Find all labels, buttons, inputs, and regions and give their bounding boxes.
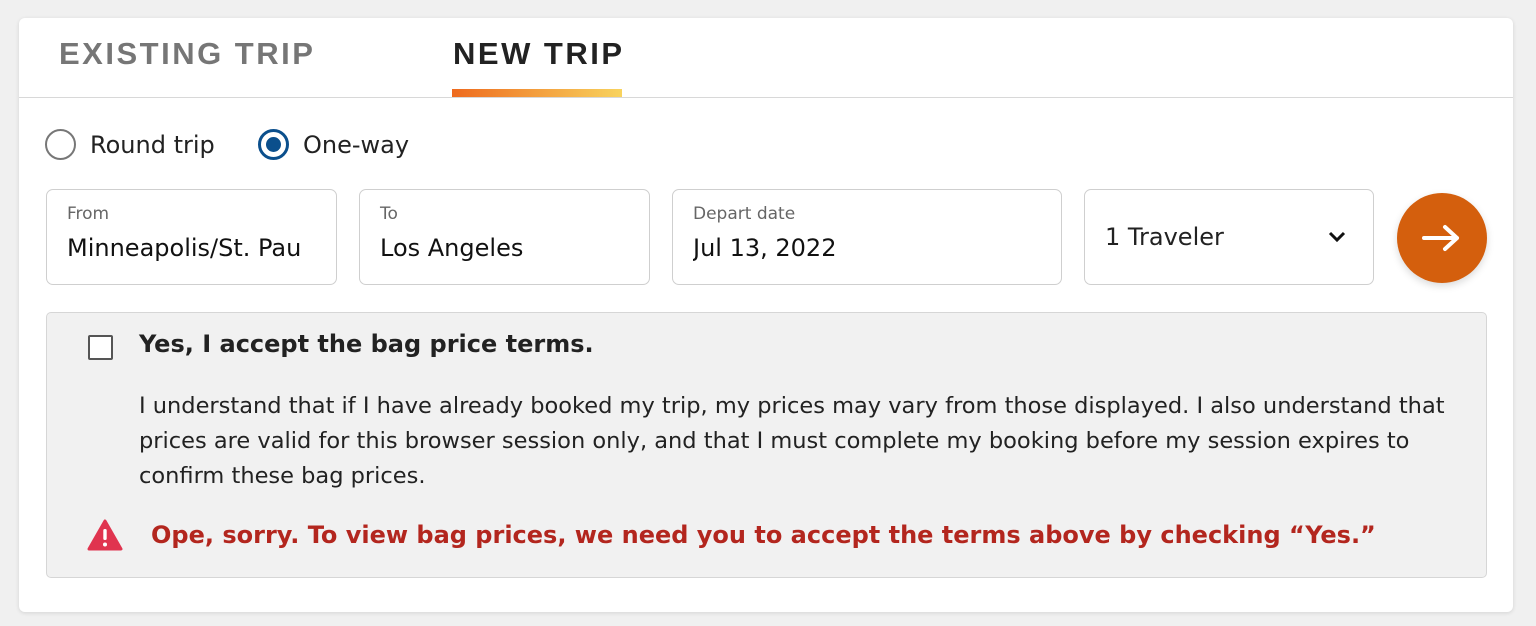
to-label: To <box>380 204 398 224</box>
from-field[interactable]: From Minneapolis/St. Pau <box>46 189 337 285</box>
terms-error-text: Ope, sorry. To view bag prices, we need … <box>151 521 1376 549</box>
from-label: From <box>67 204 110 224</box>
radio-label: One-way <box>303 130 410 159</box>
depart-date-field[interactable]: Depart date Jul 13, 2022 <box>672 189 1062 285</box>
radio-round-trip[interactable]: Round trip <box>45 129 215 160</box>
active-tab-indicator <box>452 89 622 97</box>
radio-unchecked-icon <box>45 129 76 160</box>
to-value[interactable]: Los Angeles <box>380 234 524 262</box>
depart-date-value[interactable]: Jul 13, 2022 <box>693 234 837 262</box>
from-value[interactable]: Minneapolis/St. Pau <box>67 234 302 262</box>
warning-icon <box>87 519 123 551</box>
terms-title: Yes, I accept the bag price terms. <box>139 330 594 358</box>
terms-error: Ope, sorry. To view bag prices, we need … <box>87 519 1376 551</box>
to-field[interactable]: To Los Angeles <box>359 189 650 285</box>
trip-search-card: EXISTING TRIP NEW TRIP Round trip One-wa… <box>19 18 1513 612</box>
search-submit-button[interactable] <box>1397 193 1487 283</box>
radio-checked-icon <box>258 129 289 160</box>
tab-new-trip[interactable]: NEW TRIP <box>453 36 625 71</box>
tab-divider <box>19 97 1513 98</box>
radio-label: Round trip <box>90 130 215 159</box>
bag-terms-panel: Yes, I accept the bag price terms. I und… <box>46 312 1487 578</box>
travelers-value: 1 Traveler <box>1105 223 1224 251</box>
arrow-right-icon <box>1422 225 1459 251</box>
radio-one-way[interactable]: One-way <box>258 129 409 160</box>
accept-terms-checkbox[interactable] <box>88 335 113 360</box>
terms-body: I understand that if I have already book… <box>139 393 1445 489</box>
travelers-select[interactable]: 1 Traveler <box>1084 189 1374 285</box>
tab-existing-trip[interactable]: EXISTING TRIP <box>59 36 316 71</box>
chevron-down-icon <box>1328 231 1346 243</box>
depart-date-label: Depart date <box>693 204 796 224</box>
